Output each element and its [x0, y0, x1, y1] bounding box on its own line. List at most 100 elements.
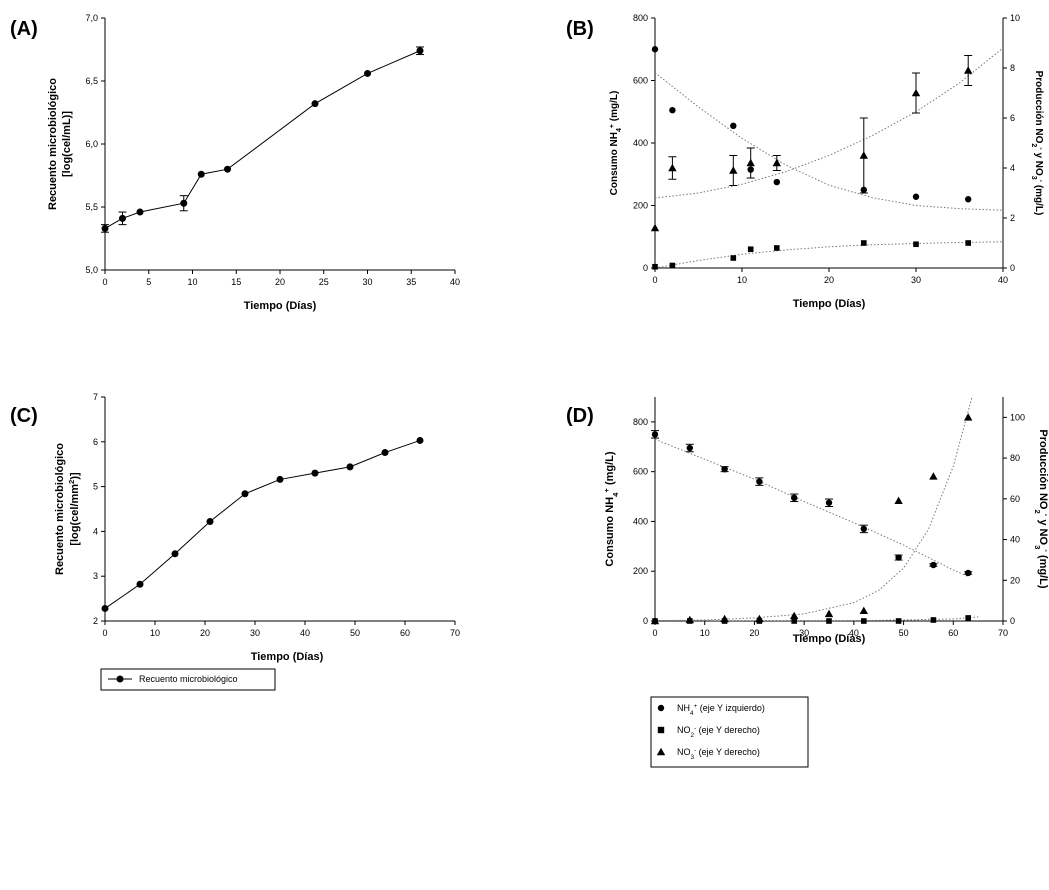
y-tick-label-c: 7 [93, 392, 98, 402]
x-tick-label-c: 40 [300, 628, 310, 638]
trendline-b-1 [654, 47, 1004, 199]
x-tick-label-c: 30 [250, 628, 260, 638]
y-tick-label-d: 800 [633, 417, 648, 427]
y-tick-label-right-d: 100 [1010, 412, 1025, 422]
y-axis-label-a: Recuento microbiológico [47, 78, 59, 210]
y-tick-label-a: 5,0 [85, 265, 98, 275]
series-line-a [104, 50, 421, 229]
data-point-c [171, 550, 179, 558]
data-point-b-circle [773, 178, 780, 186]
x-tick-label-c: 0 [102, 628, 107, 638]
panel-label-b: (B) [566, 18, 594, 40]
y-tick-label-right-d: 20 [1010, 575, 1020, 585]
y-tick-label-right-d: 60 [1010, 494, 1020, 504]
trendline-d-1 [655, 397, 973, 621]
data-point-b-square [652, 263, 658, 270]
legend-box-c [100, 668, 276, 691]
y-tick-label-c: 3 [93, 571, 98, 581]
y-axis-label-left-b: Consumo NH4+ (mg/L) [609, 91, 623, 196]
y-tick-label-a: 6,5 [85, 76, 98, 86]
data-point-d-square [930, 617, 937, 623]
series-line-c [104, 439, 421, 609]
data-point-c [241, 490, 249, 498]
chart-a: 0 5 10 15 20 25 30 35 40 5,0 5,5 6,0 6,5 7,0 Tiempo (D… [47, 13, 460, 312]
x-tick-label-a: 15 [231, 277, 241, 287]
data-point-a [416, 47, 424, 55]
y-tick-label-a: 7,0 [85, 13, 98, 23]
data-point-c [311, 469, 319, 477]
data-point-b-triangle [964, 66, 973, 74]
data-point-d-circle [686, 444, 693, 452]
data-point-d-triangle [720, 614, 729, 623]
data-point-b-circle [651, 46, 659, 53]
legend-marker-d-square [657, 726, 665, 734]
x-axis-label-a: Tiempo (Días) [244, 300, 317, 312]
x-tick-label-c: 10 [150, 628, 160, 638]
data-point-d-circle [930, 561, 937, 569]
legend-marker-d-circle [657, 704, 665, 712]
x-axis-label-c: Tiempo (Días) [251, 651, 324, 663]
data-point-c [416, 436, 424, 444]
trendline-d-0 [655, 438, 969, 578]
x-tick-label-a: 35 [406, 277, 416, 287]
data-point-b-square [861, 240, 867, 246]
x-tick-label-d: 40 [849, 628, 859, 638]
data-point-d-triangle [964, 413, 973, 421]
x-axis-label-b: Tiempo (Días) [793, 298, 866, 310]
data-point-a [180, 199, 188, 207]
y-tick-label-c: 5 [93, 482, 98, 492]
data-point-b-circle [730, 122, 737, 130]
data-point-b-triangle [911, 88, 921, 97]
data-point-b-triangle [729, 166, 738, 174]
y-tick-label-a: 5,5 [85, 202, 98, 212]
x-tick-label-d: 50 [899, 628, 909, 638]
data-point-c [276, 475, 284, 483]
data-point-d-triangle [894, 496, 903, 505]
x-tick-label-d: 0 [652, 628, 657, 638]
data-point-b-circle [912, 193, 920, 200]
y-tick-label-c: 2 [93, 616, 98, 626]
y-axis-label-c-unit: [log(cel/mm2)] [67, 472, 82, 546]
x-tick-label-a: 0 [102, 277, 107, 287]
y-tick-label-a: 6,0 [85, 139, 98, 149]
data-point-b-square [913, 241, 919, 248]
data-point-b-triangle [859, 151, 868, 159]
legend-marker-c [116, 675, 124, 683]
data-point-a [119, 214, 126, 222]
data-point-d-triangle [650, 616, 660, 625]
data-point-d-square [965, 615, 971, 621]
x-tick-label-c: 20 [200, 628, 210, 638]
data-point-d-circle [651, 431, 659, 438]
data-point-d-triangle [755, 614, 764, 623]
legend-label-d-0: NH4+ (eje Y izquierdo) [677, 703, 765, 717]
trendline-d-2 [655, 616, 979, 621]
data-point-b-square [730, 255, 737, 261]
data-point-d-square [861, 618, 867, 624]
chart-c: 0 10 20 30 40 50 60 70 2 3 4 5 6 7 Tiempo (Días) Recuen… [54, 392, 460, 691]
x-tick-label-b: 40 [998, 275, 1008, 285]
chart-d: 0 10 20 30 40 50 60 700200400600800020406080100… [602, 397, 1049, 768]
data-point-b-triangle [746, 158, 755, 167]
data-point-d-square [791, 618, 797, 624]
data-point-a [101, 224, 109, 232]
data-point-d-circle [965, 569, 972, 577]
panel-label-d: (D) [566, 405, 594, 427]
legend-label-d-2: NO3- (eje Y derecho) [677, 747, 760, 761]
data-point-b-square [669, 262, 676, 269]
data-point-d-triangle [790, 611, 799, 620]
x-tick-label-a: 10 [187, 277, 197, 287]
data-point-b-triangle [772, 158, 781, 167]
panel-label-c: (C) [10, 405, 38, 427]
data-point-c [206, 518, 214, 526]
y-axis-label-c: Recuento microbiológico [54, 443, 66, 575]
data-point-b-square [747, 246, 754, 253]
y-tick-label-d: 600 [633, 467, 648, 477]
y-tick-label-right-b: 10 [1010, 13, 1020, 23]
legend-c: Recuento microbiológico [100, 668, 276, 691]
x-tick-label-b: 10 [737, 275, 747, 285]
x-tick-label-a: 25 [319, 277, 329, 287]
x-tick-label-a: 40 [450, 277, 460, 287]
data-point-a [136, 208, 144, 216]
